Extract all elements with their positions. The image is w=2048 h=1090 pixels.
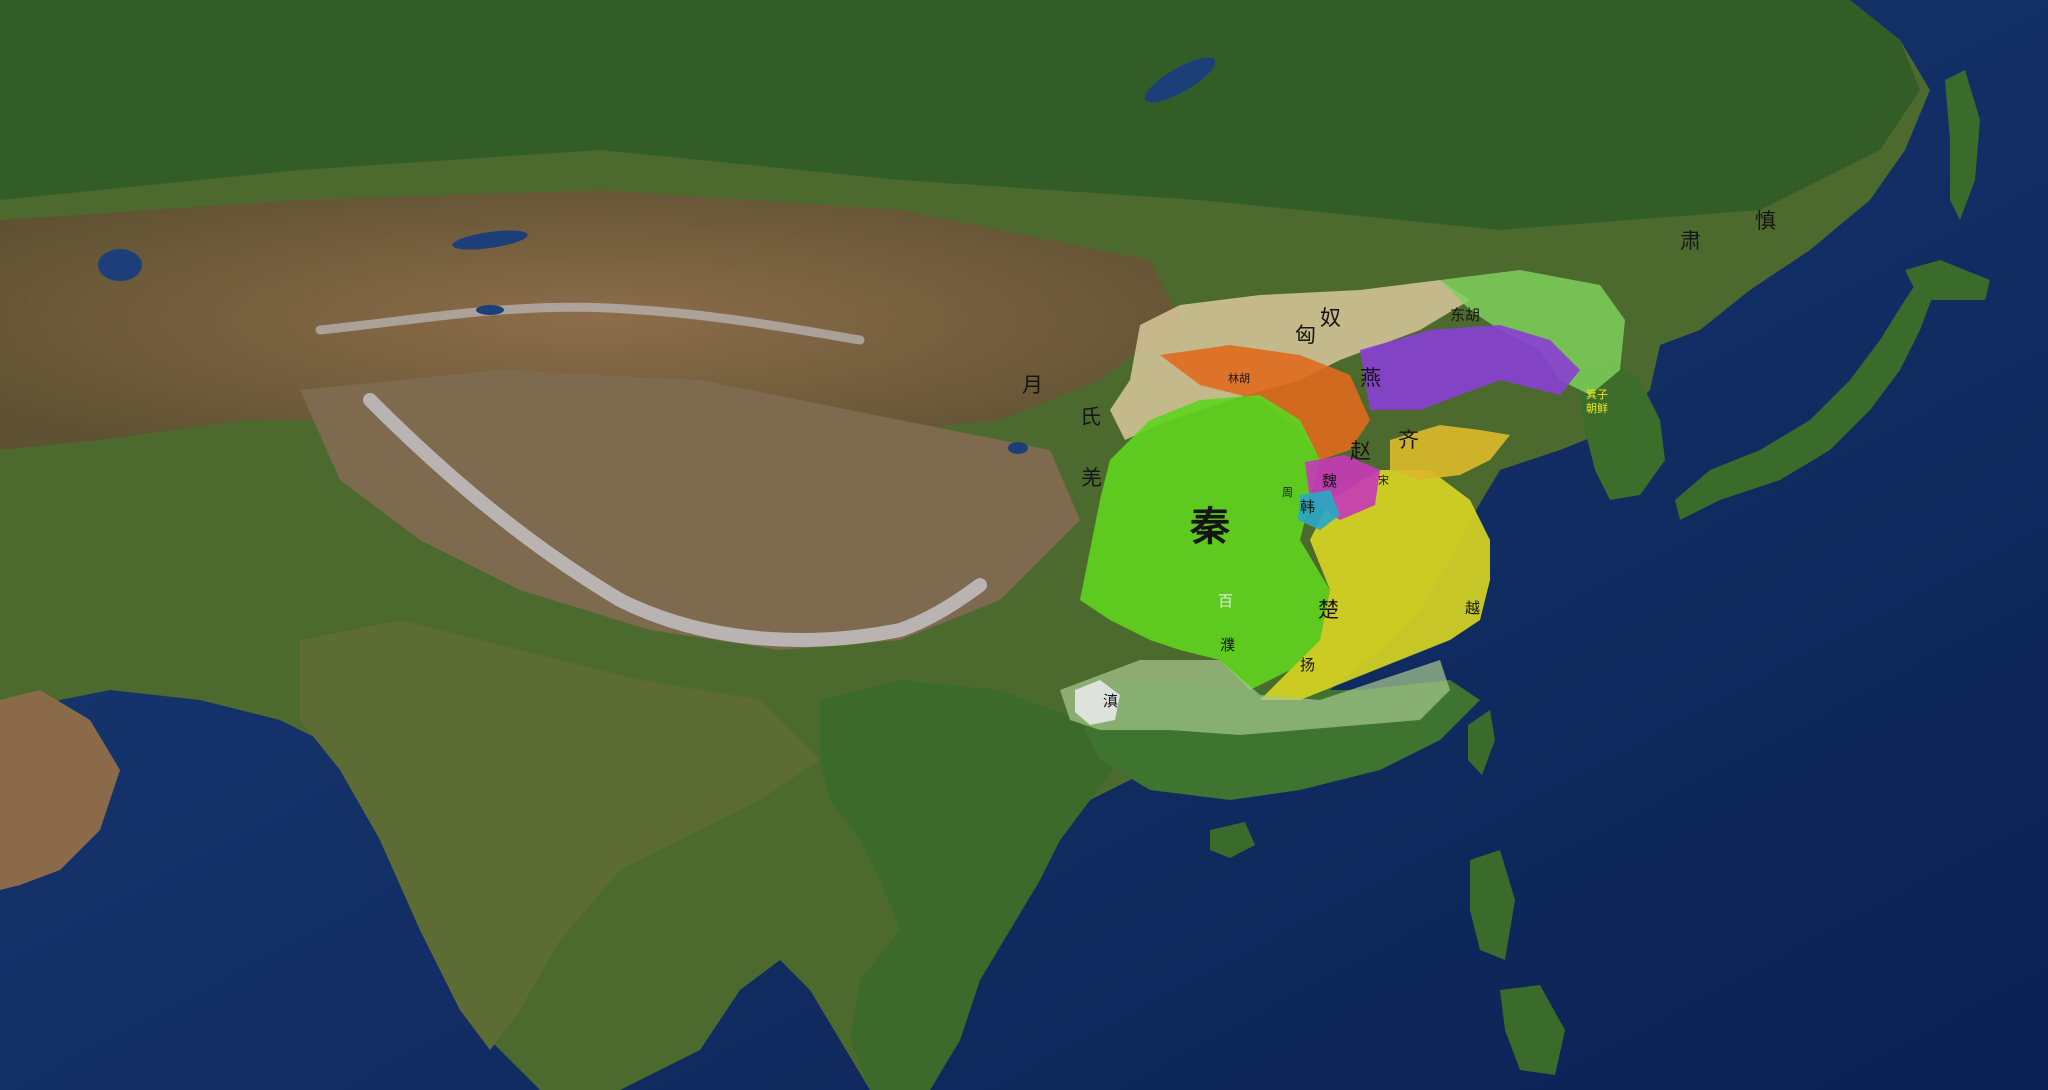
korea xyxy=(1575,360,1665,500)
label-linhu: 林胡 xyxy=(1228,371,1250,385)
qinghai-lake xyxy=(1008,442,1028,454)
label-wei: 魏 xyxy=(1322,472,1337,490)
label-baiyue: 百 xyxy=(1218,592,1233,610)
india xyxy=(300,620,820,1050)
luzon xyxy=(1470,850,1515,960)
label-donghu-1: 东 xyxy=(1450,306,1465,324)
lake-baikal xyxy=(1144,57,1216,103)
himalaya xyxy=(363,393,987,647)
japan xyxy=(1675,270,1935,520)
label-dian: 滇 xyxy=(1103,692,1118,710)
label-jizi-chaoxian-1: 箕子 xyxy=(1586,387,1608,401)
lake-balkhash xyxy=(452,230,528,250)
label-yang: 扬 xyxy=(1300,656,1315,674)
issyk-kul xyxy=(476,305,504,315)
label-yuezhi-2: 氏 xyxy=(1080,405,1101,429)
label-qi: 齐 xyxy=(1398,428,1419,452)
label-song: 宋 xyxy=(1378,473,1389,487)
label-yuezhi-1: 月 xyxy=(1022,373,1043,397)
label-sushen-2: 慎 xyxy=(1755,209,1776,233)
label-jizi-chaoxian-2: 朝鲜 xyxy=(1586,401,1608,415)
label-zhao: 赵 xyxy=(1350,439,1371,463)
region-donghu xyxy=(1440,270,1625,395)
sakhalin xyxy=(1945,70,1980,220)
philippines-south xyxy=(1500,985,1565,1075)
label-xiongnu-1: 匈 xyxy=(1295,323,1316,347)
label-yue: 越 xyxy=(1465,599,1480,617)
arabia xyxy=(0,690,120,890)
label-chu: 楚 xyxy=(1318,598,1339,622)
tibetan-plateau xyxy=(300,370,1080,650)
label-yan: 燕 xyxy=(1360,366,1381,390)
label-qin: 秦 xyxy=(1190,503,1230,550)
region-qi xyxy=(1390,425,1510,480)
label-xiongnu-2: 奴 xyxy=(1320,306,1341,330)
central-asia-desert xyxy=(0,190,1180,450)
hainan xyxy=(1210,822,1255,858)
aral-sea xyxy=(98,249,142,281)
label-sushen-1: 肃 xyxy=(1680,229,1701,253)
region-south-tribes xyxy=(1060,660,1450,735)
southeast-asia xyxy=(820,680,1120,1090)
label-zhou: 周 xyxy=(1282,486,1293,499)
region-dian xyxy=(1075,680,1120,725)
taiga-band xyxy=(0,0,1920,230)
label-pu: 濮 xyxy=(1220,636,1235,654)
label-han: 韩 xyxy=(1300,498,1315,516)
hokkaido xyxy=(1905,260,1990,300)
label-donghu-2: 胡 xyxy=(1465,306,1480,324)
label-qiang: 羌 xyxy=(1081,466,1102,490)
region-yan xyxy=(1360,325,1580,410)
region-han xyxy=(1298,490,1340,530)
region-qin xyxy=(1080,395,1330,690)
tianshan xyxy=(315,302,865,345)
taiwan xyxy=(1468,710,1495,775)
